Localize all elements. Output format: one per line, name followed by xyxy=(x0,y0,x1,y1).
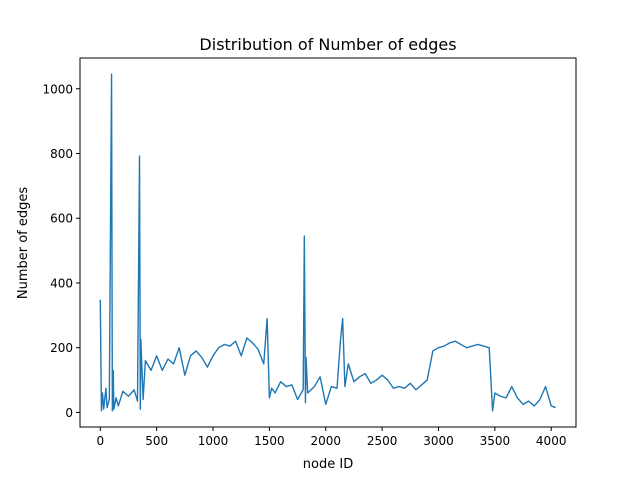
x-tick-label: 2500 xyxy=(367,434,398,448)
y-tick-label: 1000 xyxy=(42,82,73,96)
plot-series xyxy=(99,73,556,412)
y-tick-label: 0 xyxy=(65,406,73,420)
x-tick-label: 500 xyxy=(145,434,168,448)
plot-frame xyxy=(79,57,577,428)
x-tick-label: 3500 xyxy=(480,434,511,448)
x-tick-label: 4000 xyxy=(536,434,567,448)
y-tick-label: 800 xyxy=(50,147,73,161)
y-axis-label: Number of edges xyxy=(16,187,31,300)
series-line-0 xyxy=(99,73,556,412)
y-tick-label: 400 xyxy=(50,276,73,290)
x-tick-label: 0 xyxy=(96,434,104,448)
x-axis: 0 500 1000 1500 2000 2500 3000 3500 4000 xyxy=(96,427,566,448)
y-tick-label: 600 xyxy=(50,212,73,226)
x-axis-label: node ID xyxy=(303,457,353,472)
x-tick-label: 3000 xyxy=(423,434,454,448)
x-tick-label: 1500 xyxy=(254,434,285,448)
y-axis: 0 200 400 600 800 1000 xyxy=(42,82,80,420)
x-tick-label: 2000 xyxy=(310,434,341,448)
chart-title: Distribution of Number of edges xyxy=(199,35,456,54)
y-tick-label: 200 xyxy=(50,341,73,355)
x-tick-label: 1000 xyxy=(198,434,229,448)
